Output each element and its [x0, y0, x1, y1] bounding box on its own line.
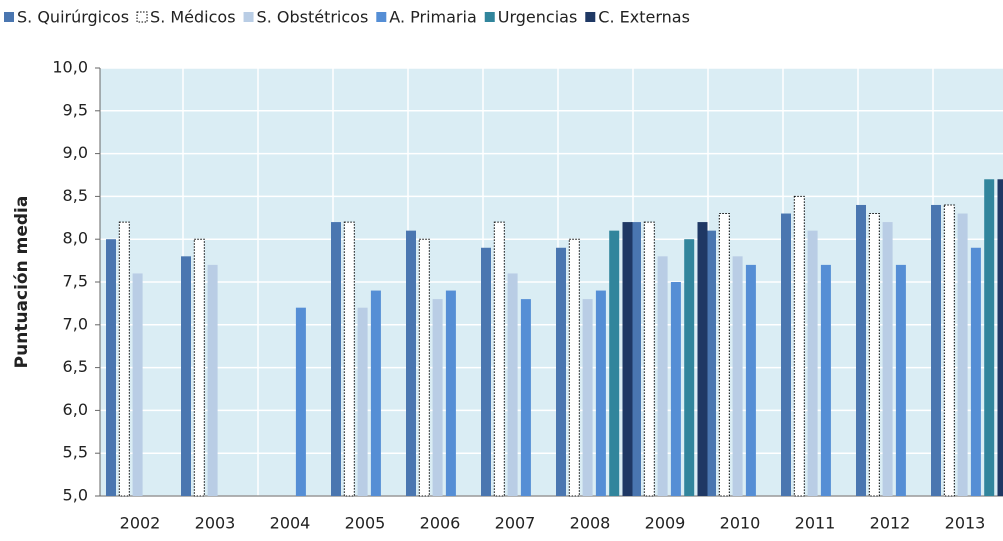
legend-label: S. Obstétricos	[257, 8, 369, 27]
bar	[207, 264, 218, 496]
bar	[493, 221, 505, 497]
bar	[418, 238, 430, 497]
bar	[781, 213, 791, 496]
bar	[582, 299, 593, 496]
legend-swatch	[484, 12, 495, 22]
bar	[295, 307, 306, 496]
y-tick-label: 6,5	[63, 357, 88, 376]
bar	[732, 256, 743, 496]
bar	[856, 204, 866, 496]
bar	[997, 179, 1003, 496]
x-tick-label: 2010	[720, 514, 761, 533]
bar	[181, 256, 191, 496]
y-axis-label: Puntuación media	[12, 196, 32, 369]
y-tick-label: 8,0	[63, 229, 88, 248]
legend-label: Urgencias	[498, 8, 578, 27]
bar	[481, 247, 491, 496]
y-tick-label: 10,0	[52, 58, 88, 77]
bar	[556, 247, 566, 496]
bar	[820, 264, 831, 496]
bar	[106, 239, 116, 496]
bar	[984, 179, 995, 496]
bar	[193, 238, 205, 497]
x-tick-label: 2002	[120, 514, 161, 533]
legend-label: S. Quirúrgicos	[17, 8, 129, 27]
bar	[595, 290, 606, 496]
x-tick-label: 2006	[420, 514, 461, 533]
bar	[718, 213, 730, 497]
y-tick-label: 9,0	[63, 143, 88, 162]
y-tick-label: 6,0	[63, 400, 88, 419]
bar	[520, 299, 531, 496]
bar	[697, 222, 708, 496]
bar	[745, 264, 756, 496]
bar	[445, 290, 456, 496]
bar	[807, 230, 818, 496]
legend-swatch	[585, 12, 596, 22]
bar	[406, 230, 416, 496]
bar	[931, 204, 941, 496]
x-tick-label: 2009	[645, 514, 686, 533]
bar	[670, 282, 681, 496]
bar	[370, 290, 381, 496]
y-tick-label: 7,5	[63, 272, 88, 291]
bar	[357, 307, 368, 496]
bar	[631, 222, 641, 496]
legend-label: A. Primaria	[389, 8, 476, 27]
x-tick-label: 2007	[495, 514, 536, 533]
x-tick-label: 2013	[945, 514, 986, 533]
x-tick-label: 2011	[795, 514, 836, 533]
y-tick-label: 9,5	[63, 100, 88, 119]
bar	[118, 221, 130, 497]
bar	[943, 204, 955, 497]
bar	[343, 221, 355, 497]
y-tick-label: 5,5	[63, 443, 88, 462]
x-tick-label: 2005	[345, 514, 386, 533]
x-tick-label: 2003	[195, 514, 236, 533]
bar	[432, 299, 443, 496]
bar	[684, 239, 695, 496]
legend-swatch	[376, 12, 387, 22]
bar	[882, 222, 893, 496]
x-tick-label: 2008	[570, 514, 611, 533]
legend-label: C. Externas	[598, 8, 690, 27]
bar	[331, 222, 341, 496]
bar	[643, 221, 655, 497]
bar	[793, 195, 805, 497]
bar	[622, 222, 633, 496]
legend-swatch	[243, 12, 254, 22]
bar	[507, 273, 518, 496]
x-tick-label: 2004	[270, 514, 311, 533]
bar	[609, 230, 620, 496]
y-tick-label: 8,5	[63, 186, 88, 205]
legend-swatch	[4, 12, 14, 22]
legend-label: S. Médicos	[150, 8, 236, 27]
bar	[895, 264, 906, 496]
bar	[568, 238, 580, 497]
bar	[706, 230, 716, 496]
x-tick-label: 2012	[870, 514, 911, 533]
bar	[132, 273, 143, 496]
bar	[868, 213, 880, 497]
bar	[957, 213, 968, 496]
bar	[657, 256, 668, 496]
bar	[970, 247, 981, 496]
y-tick-label: 7,0	[63, 314, 88, 333]
legend-swatch	[136, 11, 148, 23]
y-tick-label: 5,0	[63, 486, 88, 505]
